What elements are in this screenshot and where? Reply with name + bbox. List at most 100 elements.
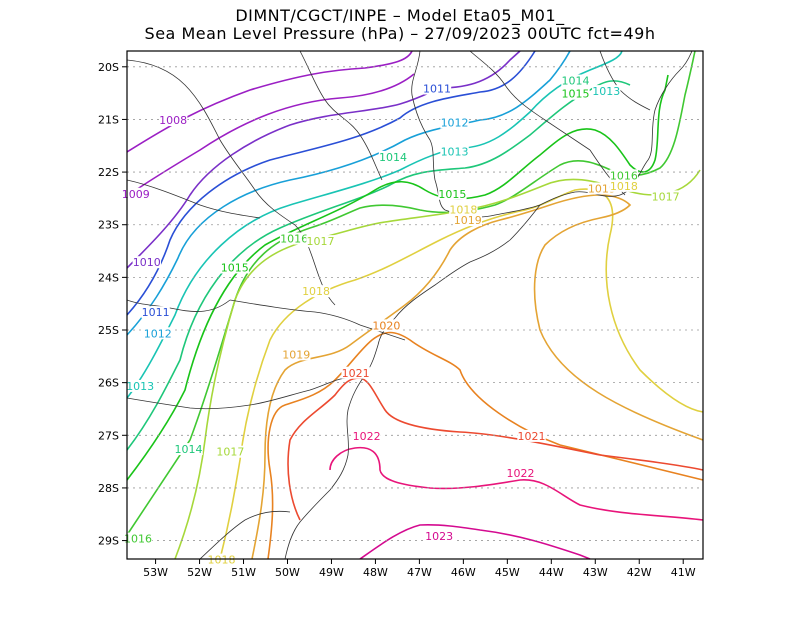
lat-tick-label: 23S <box>98 219 119 232</box>
isobar-label-bg <box>279 232 309 245</box>
isobar-label-bg <box>372 319 401 332</box>
isobar-label-bg <box>440 145 469 158</box>
isobar-label: 1018 <box>302 285 330 298</box>
isobar-label-bg <box>609 179 639 192</box>
coastline-segment <box>411 50 446 211</box>
lon-tick-label: 50W <box>275 566 300 579</box>
isobar-label-bg <box>587 182 617 195</box>
lon-tick-label: 45W <box>495 566 520 579</box>
isobar-1014 <box>126 80 631 451</box>
lon-tick-label: 47W <box>407 566 432 579</box>
isobar-label: 1023 <box>425 530 453 543</box>
isobar-label: 1013 <box>592 85 620 98</box>
lat-tick-label: 28S <box>98 482 119 495</box>
isobar-1012 <box>126 50 571 336</box>
isobar-label-bg <box>449 203 478 216</box>
isobar-label-bg <box>282 348 311 361</box>
isobar-label-bg <box>561 74 590 87</box>
isobar-label-bg <box>422 82 452 95</box>
isobar-label-bg <box>125 379 155 392</box>
isobar-label: 1015 <box>561 88 589 101</box>
isobar-label: 1017 <box>652 190 680 203</box>
coastline-segment <box>599 50 651 111</box>
isobar-1011 <box>126 50 536 316</box>
isobar-label: 1016 <box>280 233 308 246</box>
isobar-1018 <box>219 188 704 560</box>
isobar-1022 <box>329 446 704 521</box>
isobar-label-bg <box>424 529 454 542</box>
lon-tick-label: 49W <box>319 566 344 579</box>
isobar-label: 1016 <box>610 169 638 182</box>
isobar-label: 1008 <box>159 114 187 127</box>
isobar-label-bg <box>207 553 236 566</box>
isobar-label: 1012 <box>144 327 172 340</box>
coastline-segment <box>126 59 336 306</box>
isobar-label: 1011 <box>142 306 170 319</box>
isobar-1019 <box>251 194 704 560</box>
isobar-1020 <box>267 331 704 560</box>
isobar-label-bg <box>651 190 680 203</box>
coastline-segment <box>299 50 383 181</box>
isobar-label-bg <box>306 235 335 248</box>
isobar-label-bg <box>561 87 590 100</box>
isobar-label: 1015 <box>438 188 466 201</box>
isobar-label-bg <box>341 366 370 379</box>
lat-lon-grid <box>127 66 703 541</box>
isobar-label: 1020 <box>372 319 400 332</box>
map-title-line1: DIMNT/CGCT/INPE – Model Eta05_M01_ <box>235 6 565 25</box>
isobar-lines <box>126 50 704 560</box>
isobar-label-bg <box>378 150 408 163</box>
isobar-label: 1009 <box>122 188 150 201</box>
isobar-label-bg <box>352 429 381 442</box>
isobar-label-bg <box>132 256 161 269</box>
isobar-label-bg <box>141 306 170 319</box>
isobar-label-bg <box>506 466 535 479</box>
lat-tick-label: 27S <box>98 429 119 442</box>
isobar-label-bg <box>301 285 331 298</box>
isobar-label: 1018 <box>449 204 477 217</box>
isobar-label-bg <box>121 187 150 200</box>
isobar-label: 1022 <box>507 467 535 480</box>
lon-tick-label: 46W <box>451 566 476 579</box>
coastline-segment <box>126 299 231 312</box>
isobar-1023 <box>359 524 591 560</box>
map-frame <box>126 50 704 560</box>
isobar-label-bg <box>174 443 203 456</box>
map-title-line2: Sea Mean Level Pressure (hPa) – 27/09/20… <box>144 24 656 43</box>
isobar-label: 1021 <box>518 430 546 443</box>
lon-tick-label: 44W <box>539 566 564 579</box>
lon-tick-label: 41W <box>671 566 696 579</box>
coastline-segment <box>229 299 361 326</box>
isobar-label-bg <box>609 169 639 182</box>
isobar-label: 1014 <box>561 75 589 88</box>
isobar-label: 1017 <box>216 446 244 459</box>
lat-tick-label: 20S <box>98 61 119 74</box>
isobar-label: 1015 <box>221 261 249 274</box>
isobar-label: 1013 <box>441 146 469 159</box>
lat-tick-label: 22S <box>98 166 119 179</box>
isobar-1008 <box>126 50 413 153</box>
isobar-label: 1014 <box>379 151 407 164</box>
lon-tick-label: 51W <box>231 566 256 579</box>
isobar-label: 1010 <box>133 256 161 269</box>
isobar-label: 1022 <box>353 430 381 443</box>
isobar-label: 1018 <box>208 554 236 567</box>
isobar-label-bg <box>220 261 249 274</box>
isobar-label-bg <box>123 532 153 545</box>
coastline-segment <box>126 179 261 219</box>
isobar-label-bg <box>440 116 469 129</box>
isobar-1009 <box>126 73 415 197</box>
isobar-label: 1019 <box>454 214 482 227</box>
coastline-segment <box>199 510 291 560</box>
isobar-label-bg <box>517 429 546 442</box>
isobar-label: 1014 <box>175 443 203 456</box>
isobar-label: 1013 <box>126 380 154 393</box>
lat-tick-label: 29S <box>98 535 119 548</box>
isobar-label: 1019 <box>282 348 310 361</box>
isobar-label: 1017 <box>306 235 334 248</box>
coastline-segment <box>469 50 591 151</box>
lat-tick-label: 26S <box>98 377 119 390</box>
isobar-label: 1018 <box>610 180 638 193</box>
